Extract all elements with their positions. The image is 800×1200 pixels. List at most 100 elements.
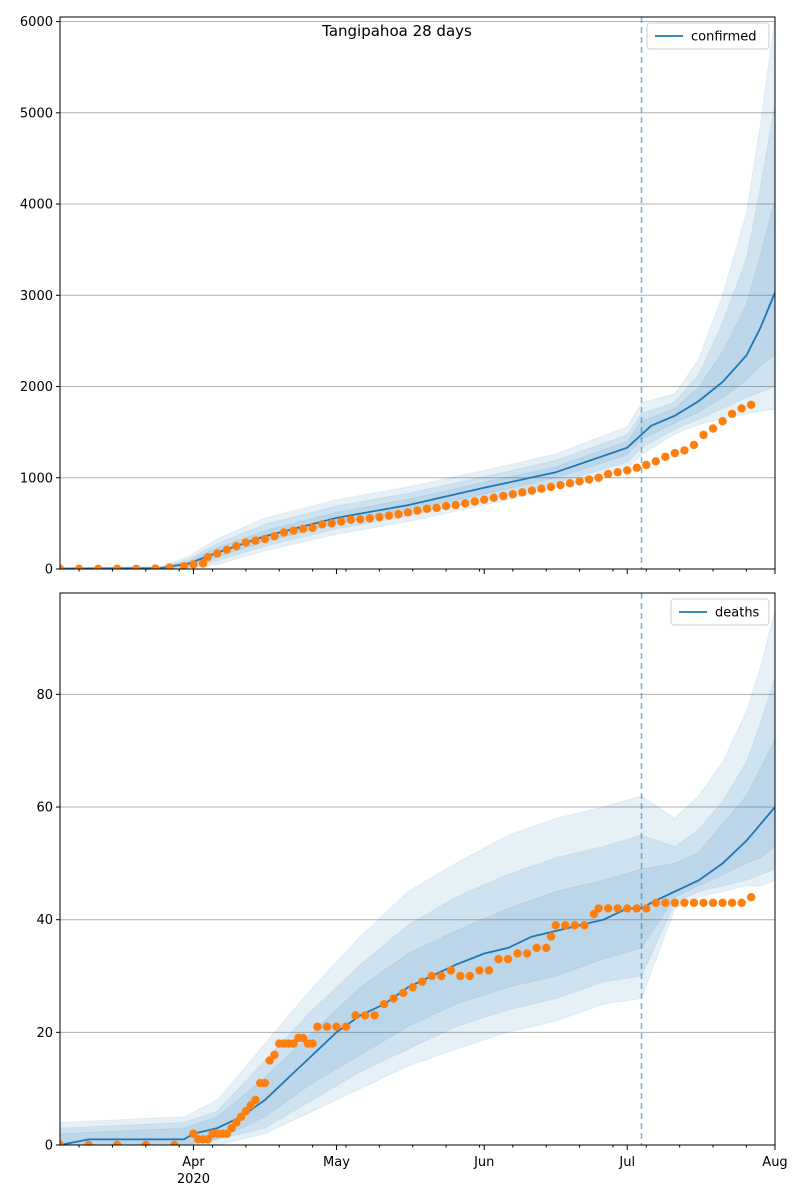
observed-point bbox=[551, 921, 560, 930]
observed-point bbox=[427, 971, 436, 981]
observed-point bbox=[456, 971, 465, 981]
observed-point bbox=[542, 943, 551, 953]
observed-point bbox=[594, 904, 603, 913]
chart-title: Tangipahoa 28 days bbox=[321, 22, 472, 40]
observed-point bbox=[232, 1118, 241, 1127]
observed-point bbox=[418, 977, 427, 986]
observed-point bbox=[165, 563, 174, 569]
legend-box bbox=[670, 598, 770, 626]
observed-point bbox=[651, 898, 661, 907]
observed-point bbox=[603, 904, 613, 913]
observed-point bbox=[451, 500, 460, 510]
observed-point bbox=[661, 452, 670, 461]
observed-point bbox=[189, 1129, 198, 1138]
observed-point bbox=[203, 552, 212, 562]
observed-point bbox=[575, 477, 584, 486]
y-tick-label: 20 bbox=[36, 1026, 53, 1041]
observed-point bbox=[522, 949, 532, 958]
x-tick-sublabel: 2020 bbox=[177, 1172, 210, 1187]
axes-frame bbox=[59, 16, 776, 570]
observed-point bbox=[313, 1022, 322, 1031]
observed-point bbox=[265, 1056, 274, 1065]
observed-point bbox=[289, 526, 298, 535]
observed-point bbox=[465, 971, 475, 981]
observed-point bbox=[746, 400, 756, 409]
observed-point bbox=[584, 475, 594, 484]
observed-point bbox=[642, 904, 651, 913]
observed-point bbox=[132, 564, 141, 569]
observed-point bbox=[494, 954, 503, 964]
observed-point bbox=[60, 564, 65, 569]
observed-point bbox=[623, 904, 632, 913]
observed-point bbox=[270, 531, 279, 541]
observed-point bbox=[241, 538, 251, 547]
y-tick-label: 80 bbox=[36, 688, 53, 703]
observed-point bbox=[327, 519, 336, 528]
observed-point bbox=[603, 469, 613, 479]
observed-point bbox=[699, 898, 708, 907]
x-tick-label: Jul bbox=[618, 1155, 635, 1170]
observed-point bbox=[337, 517, 346, 526]
x-tick-label: Aug bbox=[762, 1155, 787, 1170]
y-tick-label: 3000 bbox=[20, 289, 53, 304]
observed-point bbox=[356, 515, 365, 524]
observed-point bbox=[422, 504, 432, 513]
observed-point bbox=[198, 559, 208, 568]
observed-point bbox=[351, 1011, 360, 1020]
observed-point bbox=[203, 1135, 212, 1144]
observed-point bbox=[308, 1039, 317, 1048]
observed-point bbox=[317, 520, 327, 529]
observed-point bbox=[623, 466, 632, 475]
uncertainty-band-1 bbox=[60, 609, 775, 1145]
observed-point bbox=[613, 904, 622, 913]
observed-point bbox=[341, 1022, 351, 1031]
y-tick-label: 2000 bbox=[20, 380, 53, 395]
observed-point bbox=[332, 1022, 341, 1031]
observed-point bbox=[298, 524, 308, 534]
observed-point bbox=[670, 898, 680, 907]
observed-point bbox=[93, 564, 103, 569]
deaths-panel: 0 20 40 60 80 Apr 2020 May Jun Jul Aug deaths bbox=[36, 592, 788, 1187]
uncertainty-band-2 bbox=[60, 103, 775, 569]
observed-point bbox=[222, 545, 232, 555]
observed-point bbox=[513, 949, 522, 958]
observed-point bbox=[480, 495, 489, 504]
observed-point bbox=[484, 966, 494, 975]
observed-point bbox=[308, 523, 317, 533]
y-tick-label: 0 bbox=[45, 1139, 53, 1154]
observed-point bbox=[475, 966, 484, 975]
observed-point bbox=[565, 479, 575, 488]
confirmed-panel: 0 1000 2000 3000 4000 5000 6000 confirmed bbox=[20, 15, 776, 578]
observed-point bbox=[441, 501, 451, 511]
observed-point bbox=[384, 511, 394, 520]
observed-point bbox=[499, 491, 508, 501]
observed-point bbox=[670, 448, 680, 458]
observed-point bbox=[84, 1140, 93, 1145]
observed-point bbox=[556, 480, 565, 490]
observed-point bbox=[680, 446, 689, 455]
observed-point bbox=[642, 460, 651, 470]
observed-point bbox=[489, 493, 498, 503]
observed-point bbox=[718, 416, 727, 426]
observed-point bbox=[503, 954, 513, 964]
observed-point bbox=[437, 971, 446, 981]
observed-point bbox=[527, 486, 537, 495]
observed-point bbox=[375, 512, 384, 522]
observed-point bbox=[561, 921, 570, 930]
observed-point bbox=[113, 1140, 122, 1145]
axes-frame bbox=[59, 592, 776, 1146]
legend-label: deaths bbox=[715, 606, 760, 621]
observed-point bbox=[260, 1078, 270, 1088]
observed-point bbox=[589, 909, 599, 919]
uncertainty-band-3 bbox=[60, 739, 775, 1145]
observed-point bbox=[365, 514, 375, 523]
observed-point bbox=[279, 528, 289, 537]
observed-point bbox=[322, 1022, 332, 1031]
observed-point bbox=[222, 1129, 232, 1138]
observed-point bbox=[74, 564, 84, 569]
observed-point bbox=[508, 489, 518, 499]
observed-point bbox=[260, 534, 270, 544]
observed-point bbox=[689, 440, 699, 450]
observed-point bbox=[661, 898, 670, 907]
observed-point bbox=[546, 932, 556, 941]
